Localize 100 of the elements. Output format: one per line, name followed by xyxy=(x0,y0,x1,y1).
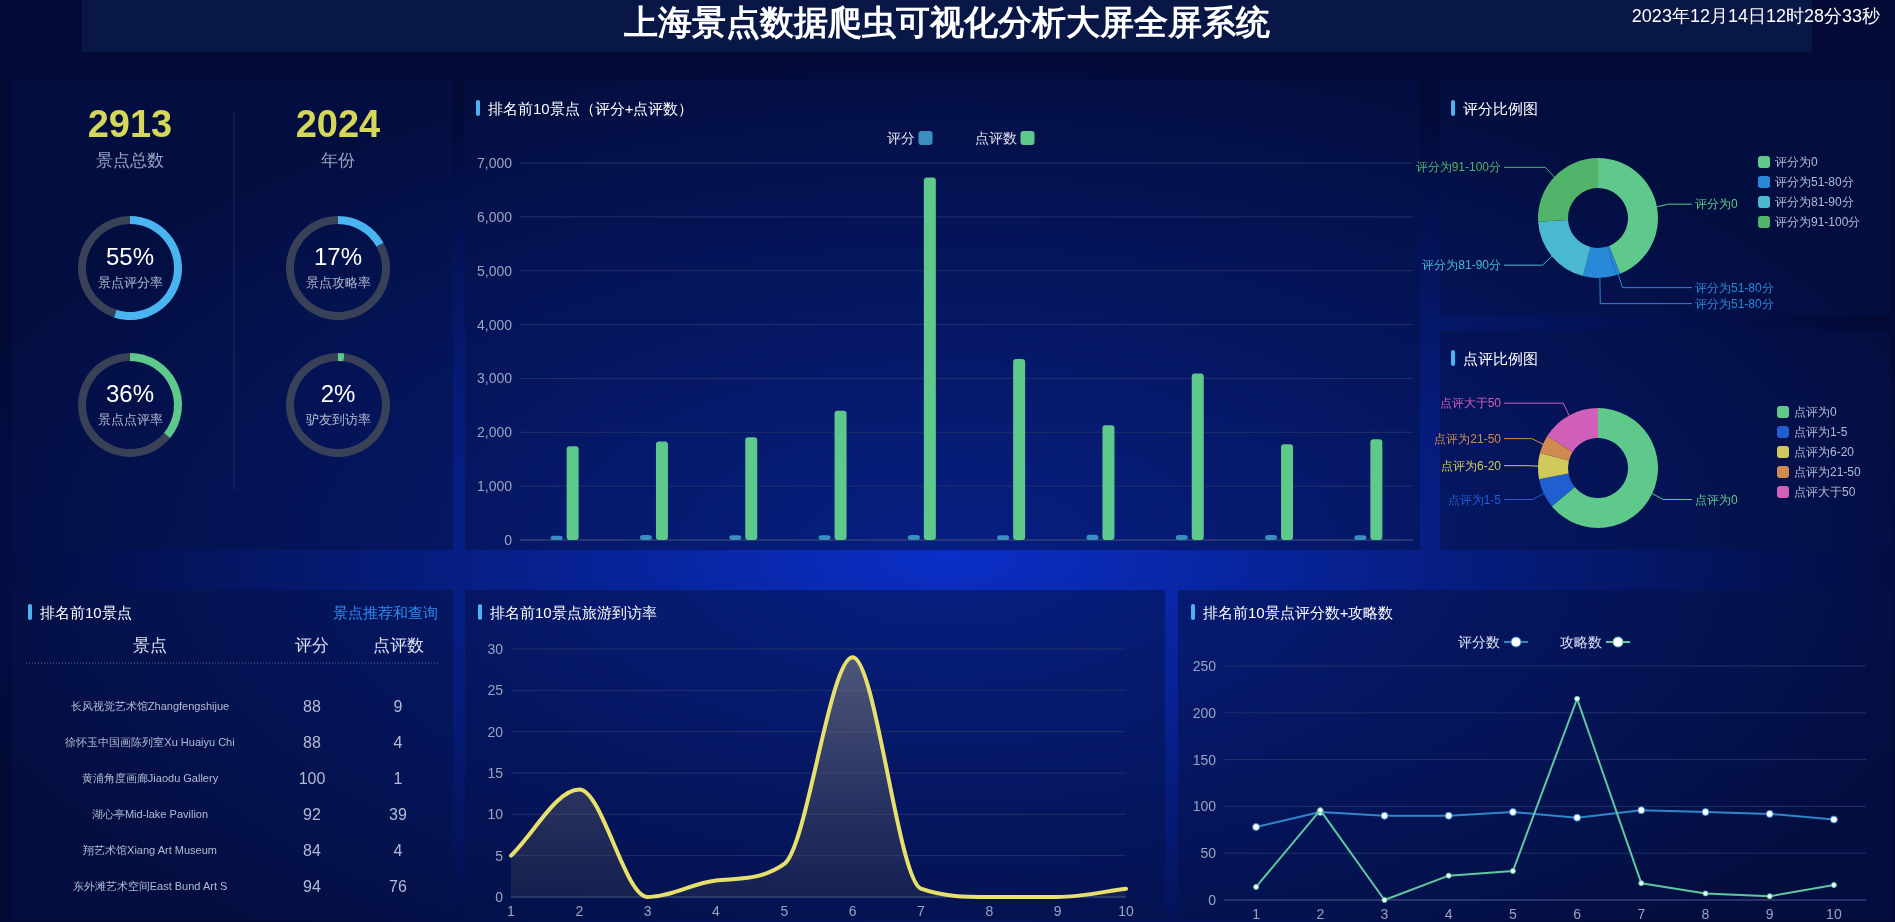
legend-label: 评分为81-90分 xyxy=(1775,195,1854,209)
text: 上海景点数据爬虫可视化分析大屏全屏系统 xyxy=(623,3,1271,41)
y-tick-label: 1,000 xyxy=(476,478,513,495)
slice-label: 景点点评率 xyxy=(97,411,163,427)
x-tick-label: 4 xyxy=(1444,906,1453,922)
data-label: 4 xyxy=(393,733,403,751)
legend-label: 点评为1-5 xyxy=(1794,425,1848,439)
legend-label: 评分数 xyxy=(1458,634,1500,650)
y-tick-label: 0 xyxy=(504,532,513,548)
x-tick-label: 10 xyxy=(1826,906,1842,922)
category-label: 翔艺术馆Xiang Art Museum xyxy=(83,844,217,856)
data-label: 76 xyxy=(389,877,407,895)
slice-label: 评分为51-80分 xyxy=(1695,280,1774,295)
legend-label: 点评为0 xyxy=(1794,405,1837,419)
y-tick-label: 3,000 xyxy=(476,370,513,387)
y-tick-label: 250 xyxy=(1192,658,1217,674)
x-tick-label: 5 xyxy=(1509,906,1517,922)
series-label: 评分 xyxy=(295,635,329,655)
x-tick-label: 9 xyxy=(1765,906,1774,922)
y-tick-label: 5 xyxy=(495,847,504,864)
text: 点评数 xyxy=(372,635,424,655)
legend-label: 评分为91-100分 xyxy=(1775,215,1861,229)
y-tick-label: 100 xyxy=(1192,798,1217,815)
slice-label: 点评为21-50 xyxy=(1434,431,1502,446)
chart-title: 点评比例图 xyxy=(1463,349,1538,367)
slice-label: 景点攻略率 xyxy=(305,274,371,290)
y-tick-label: 25 xyxy=(487,682,504,699)
data-label: 17% xyxy=(313,242,363,270)
data-label: 88 xyxy=(303,697,321,715)
y-tick-label: 20 xyxy=(487,723,504,740)
data-label: 2% xyxy=(320,379,356,407)
category-label: 东外滩艺术空间East Bund Art S xyxy=(72,880,228,892)
x-tick-label: 3 xyxy=(643,903,652,919)
slice-label: 点评为6-20 xyxy=(1440,458,1502,473)
category-label: 徐怀玉中国画陈列室Xu Huaiyu Chi xyxy=(65,736,235,748)
data-label: 100 xyxy=(298,769,326,787)
slice-label: 评分为51-80分 xyxy=(1695,296,1774,311)
slice-label: 评分为91-100分 xyxy=(1415,160,1501,175)
data-label: 92 xyxy=(303,805,321,823)
slice-label: 评分为0 xyxy=(1695,197,1738,212)
y-tick-label: 6,000 xyxy=(476,208,513,225)
y-tick-label: 200 xyxy=(1192,704,1217,721)
x-tick-label: 4 xyxy=(712,903,721,919)
text: 景点总数 xyxy=(96,150,164,170)
y-tick-label: 7,000 xyxy=(476,155,513,171)
y-tick-label: 0 xyxy=(1208,892,1217,908)
category-label: 黄浦角度画廊Jiaodu Gallery xyxy=(81,772,219,784)
x-tick-label: 2 xyxy=(1316,906,1325,922)
x-tick-label: 1 xyxy=(507,903,516,919)
chart-title: 排名前10景点旅游到访率 xyxy=(490,603,657,621)
x-tick-label: 10 xyxy=(1118,903,1134,919)
text: 2913 xyxy=(87,103,173,145)
x-tick-label: 3 xyxy=(1380,906,1389,922)
text: 景点推荐和查询 xyxy=(333,603,438,621)
y-tick-label: 0 xyxy=(495,889,504,905)
data-label: 36% xyxy=(105,379,155,407)
legend-label: 评分 xyxy=(886,130,915,146)
text: 排名前10景点 xyxy=(40,603,132,621)
y-tick-label: 150 xyxy=(1192,751,1217,768)
x-tick-label: 8 xyxy=(985,903,994,919)
y-tick-label: 15 xyxy=(487,765,504,781)
legend-label: 点评数 xyxy=(974,130,1017,146)
x-tick-label: 6 xyxy=(1573,906,1582,922)
x-tick-label: 5 xyxy=(780,903,789,919)
data-label: 84 xyxy=(303,841,321,859)
chart-title: 排名前10景点评分数+攻略数 xyxy=(1203,603,1394,621)
legend-label: 点评大于50 xyxy=(1794,485,1856,499)
y-tick-label: 50 xyxy=(1200,845,1217,862)
data-label: 1 xyxy=(393,769,403,787)
legend-label: 评分为51-80分 xyxy=(1775,175,1854,189)
slice-label: 评分为81-90分 xyxy=(1422,258,1501,273)
x-tick-label: 6 xyxy=(848,903,857,919)
slice-label: 景点评分率 xyxy=(97,274,163,290)
category-label: 长风视觉艺术馆Zhangfengshijue xyxy=(70,700,230,712)
data-label: 94 xyxy=(303,877,321,895)
x-tick-label: 2 xyxy=(575,903,584,919)
slice-label: 驴友到访率 xyxy=(305,411,371,427)
legend-label: 点评为21-50 xyxy=(1794,465,1862,479)
text: 2023年12月14日12时28分33秒 xyxy=(1631,6,1880,26)
text: 2024 xyxy=(295,103,381,145)
slice-label: 点评为1-5 xyxy=(1447,492,1502,507)
x-tick-label: 9 xyxy=(1053,903,1062,919)
legend-label: 评分为0 xyxy=(1775,155,1818,169)
text: 景点 xyxy=(133,635,167,655)
x-tick-label: 7 xyxy=(917,903,926,919)
data-label: 4 xyxy=(393,841,403,859)
data-label: 39 xyxy=(389,805,407,823)
text: 年份 xyxy=(321,150,355,170)
slice-label: 点评为0 xyxy=(1695,492,1738,507)
slice-label: 点评大于50 xyxy=(1439,396,1502,411)
y-tick-label: 30 xyxy=(487,641,504,657)
x-tick-label: 1 xyxy=(1252,906,1261,922)
chart-title: 排名前10景点（评分+点评数） xyxy=(488,99,694,117)
legend-label: 点评为6-20 xyxy=(1794,445,1855,459)
data-label: 55% xyxy=(105,242,155,270)
category-label: 湖心亭Mid-lake Pavilion xyxy=(91,808,209,820)
x-tick-label: 7 xyxy=(1637,906,1646,922)
y-tick-label: 2,000 xyxy=(476,424,513,441)
y-tick-label: 5,000 xyxy=(476,262,513,279)
y-tick-label: 4,000 xyxy=(476,316,513,333)
